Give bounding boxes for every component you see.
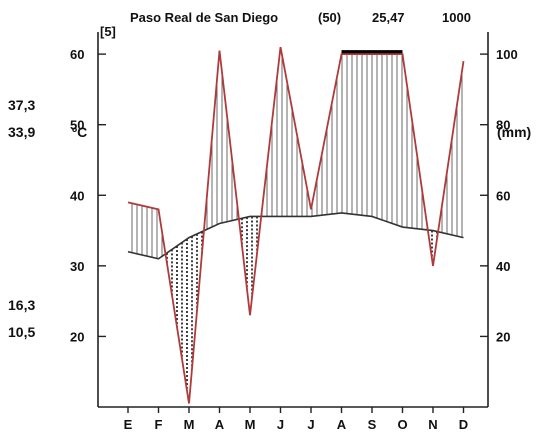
month-label: J (277, 417, 284, 432)
month-label: S (368, 417, 377, 432)
mean-max-temp: 33,9 (8, 124, 35, 140)
mean-annual-temperature: 25,47 (372, 10, 405, 25)
month-label: M (245, 417, 256, 432)
month-label: D (459, 417, 468, 432)
absolute-max-temp: 37,3 (8, 97, 35, 113)
temperature-unit: ºC (72, 124, 87, 140)
absolute-min-temp: 10,5 (8, 324, 35, 340)
temperature-ticks: 20 30 40 50 60 (70, 47, 106, 344)
month-label: E (124, 417, 133, 432)
precip-tick-label: 100 (496, 47, 518, 62)
temp-tick-label: 40 (70, 188, 84, 203)
temperature-line (127, 212, 464, 260)
month-label: N (428, 417, 437, 432)
temp-tick-label: 60 (70, 47, 84, 62)
precip-tick-label: 20 (496, 329, 510, 344)
series-lines (127, 46, 465, 404)
precip-tick-label: 80 (496, 118, 510, 133)
super-humid-band (372, 50, 403, 55)
station-code: [5] (100, 24, 116, 39)
month-label: A (215, 417, 225, 432)
years-of-record: (50) (318, 10, 341, 25)
relation-hatching (131, 50, 463, 391)
temp-tick-label: 30 (70, 259, 84, 274)
precipitation-line (127, 46, 465, 404)
super-humid-band (341, 50, 372, 55)
annual-precipitation: 1000 (442, 10, 471, 25)
temp-tick-label: 20 (70, 329, 84, 344)
precip-tick-label: 60 (496, 188, 510, 203)
month-label: F (155, 417, 163, 432)
month-label: A (337, 417, 347, 432)
chart-title: Paso Real de San Diego (130, 10, 278, 25)
precipitation-ticks: 20 40 60 80 100 (480, 47, 518, 344)
axes (97, 32, 489, 408)
precip-tick-label: 40 (496, 259, 510, 274)
month-label: J (307, 417, 314, 432)
precipitation-unit: (mm) (497, 124, 531, 140)
month-label: O (397, 417, 407, 432)
mean-min-temp: 16,3 (8, 297, 35, 313)
temp-tick-label: 50 (70, 118, 84, 133)
month-label: M (184, 417, 195, 432)
